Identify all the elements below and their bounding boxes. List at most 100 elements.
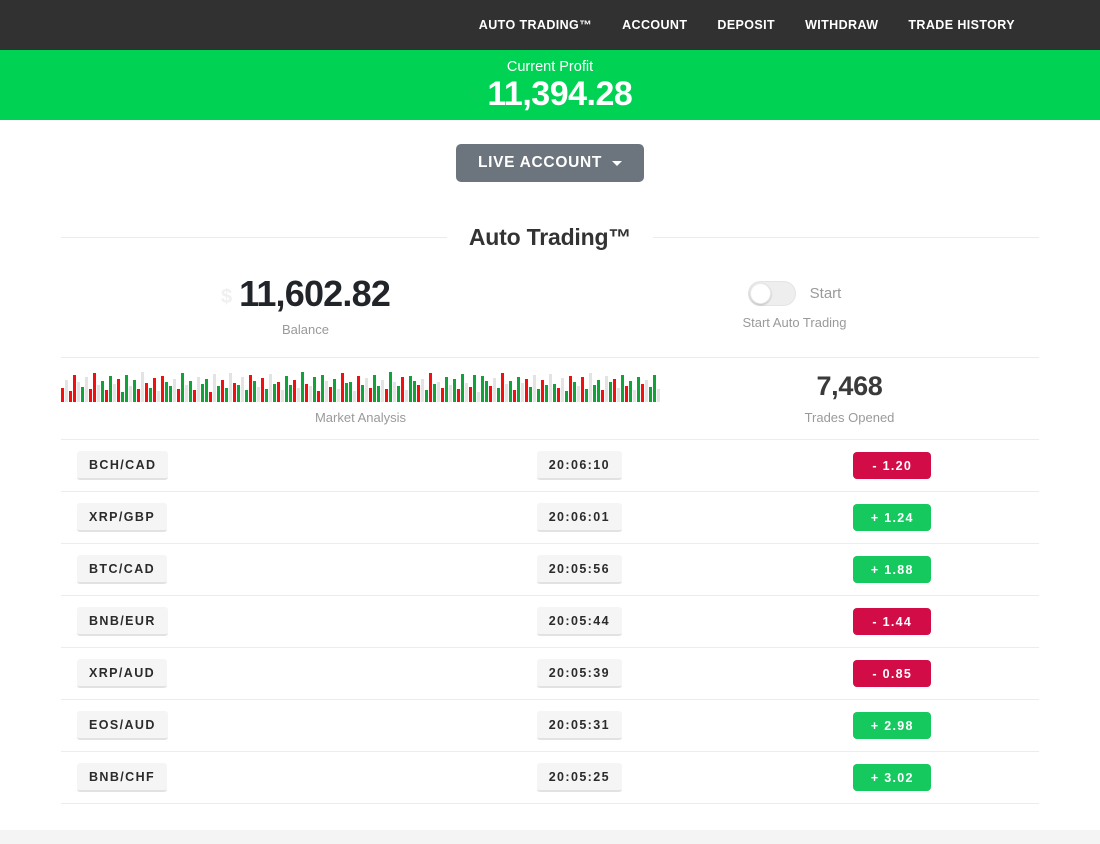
sparkline-bar <box>105 389 108 402</box>
account-selector-row: LIVE ACCOUNT <box>61 120 1039 182</box>
market-analysis-cell: Market Analysis <box>61 371 660 425</box>
sparkline-bar <box>605 375 608 402</box>
sparkline-bar <box>325 380 328 402</box>
trade-time-cell: 20:06:01 <box>413 502 746 532</box>
sparkline-bar <box>457 388 460 402</box>
trade-amount-cell: + 3.02 <box>746 763 1039 791</box>
sparkline-bar <box>333 378 336 402</box>
sparkline-bar <box>649 386 652 402</box>
market-analysis-sparkline <box>61 371 660 402</box>
sparkline-bar <box>557 387 560 402</box>
live-account-label: LIVE ACCOUNT <box>477 154 603 171</box>
sparkline-bar <box>497 387 500 402</box>
trade-time-chip: 20:05:39 <box>536 658 622 688</box>
nav-withdraw[interactable]: WITHDRAW <box>805 18 879 32</box>
trade-pair-chip: BCH/CAD <box>77 450 169 480</box>
trade-time-cell: 20:05:25 <box>413 762 746 792</box>
sparkline-bar <box>357 375 360 402</box>
sparkline-bar <box>185 384 188 402</box>
balance-value: 11,602.82 <box>239 273 391 314</box>
sparkline-bar <box>441 387 444 402</box>
sparkline-bar <box>641 383 644 402</box>
auto-trading-caption: Start Auto Trading <box>742 315 847 331</box>
live-account-dropdown-button[interactable]: LIVE ACCOUNT <box>455 144 645 182</box>
trade-pair-cell: BNB/EUR <box>61 606 413 636</box>
trade-pair-chip: EOS/AUD <box>77 710 168 740</box>
sparkline-bar <box>197 376 200 402</box>
trade-pair-chip: XRP/GBP <box>77 502 168 532</box>
sparkline-bar <box>145 382 148 402</box>
trade-pair-chip: BNB/CHF <box>77 762 168 792</box>
sparkline-bar <box>421 378 424 402</box>
page-container: LIVE ACCOUNT Auto Trading™ $ 11,602.82 B… <box>61 120 1039 804</box>
sparkline-bar <box>501 372 504 402</box>
section-title-row: Auto Trading™ <box>61 224 1039 251</box>
sparkline-bar <box>381 379 384 402</box>
auto-trading-toggle-wrap: Start <box>747 281 841 307</box>
market-analysis-caption: Market Analysis <box>314 409 407 425</box>
sparkline-bar <box>369 387 372 402</box>
sparkline-bar <box>205 378 208 402</box>
sparkline-bar <box>401 376 404 402</box>
sparkline-bar <box>165 381 168 402</box>
sparkline-bar <box>149 387 152 402</box>
sparkline-bar <box>393 381 396 402</box>
nav-deposit[interactable]: DEPOSIT <box>717 18 776 32</box>
table-row[interactable]: BNB/CHF 20:05:25 + 3.02 <box>61 752 1039 804</box>
trade-time-cell: 20:05:44 <box>413 606 746 636</box>
sparkline-bar <box>201 383 204 402</box>
trade-pair-chip: BTC/CAD <box>77 554 168 584</box>
sparkline-bar <box>377 385 380 402</box>
sparkline-bar <box>525 378 528 402</box>
trade-pair-cell: XRP/AUD <box>61 658 413 688</box>
sparkline-bar <box>253 380 256 402</box>
auto-trading-toggle[interactable] <box>747 281 796 307</box>
table-row[interactable]: XRP/GBP 20:06:01 + 1.24 <box>61 492 1039 544</box>
table-row[interactable]: BTC/CAD 20:05:56 + 1.88 <box>61 544 1039 596</box>
sparkline-bar <box>101 380 104 402</box>
table-row[interactable]: BNB/EUR 20:05:44 - 1.44 <box>61 596 1039 648</box>
sparkline-bar <box>69 390 72 402</box>
sparkline-bar <box>577 385 580 402</box>
nav-account[interactable]: ACCOUNT <box>622 18 688 32</box>
sparkline-bar <box>505 383 508 402</box>
current-profit-value: 11,394.28 <box>487 75 633 114</box>
sparkline-bar <box>269 373 272 402</box>
sparkline-bar <box>217 385 220 402</box>
trades-opened-caption: Trades Opened <box>804 409 895 425</box>
trade-time-chip: 20:05:44 <box>536 606 622 636</box>
sparkline-bar <box>133 379 136 402</box>
sparkline-bar <box>581 376 584 402</box>
sparkline-bar <box>453 378 456 402</box>
trade-amount-badge: + 2.98 <box>853 711 932 739</box>
sparkline-bar <box>617 387 620 402</box>
sparkline-bar <box>493 377 496 402</box>
sparkline-bar <box>597 379 600 402</box>
sparkline-bar <box>529 386 532 402</box>
table-row[interactable]: BCH/CAD 20:06:10 - 1.20 <box>61 440 1039 492</box>
sparkline-bar <box>389 371 392 402</box>
trade-time-chip: 20:05:56 <box>536 554 622 584</box>
nav-auto-trading[interactable]: AUTO TRADING™ <box>478 18 593 32</box>
sparkline-bar <box>309 385 312 402</box>
sparkline-bar <box>593 384 596 402</box>
sparkline-bar <box>221 379 224 402</box>
trade-time-chip: 20:06:10 <box>536 450 622 480</box>
sparkline-bar <box>121 391 124 402</box>
table-row[interactable]: XRP/AUD 20:05:39 - 0.85 <box>61 648 1039 700</box>
sparkline-bar <box>301 371 304 402</box>
table-row[interactable]: EOS/AUD 20:05:31 + 2.98 <box>61 700 1039 752</box>
trade-time-cell: 20:05:56 <box>413 554 746 584</box>
sparkline-bar <box>425 389 428 402</box>
sparkline-bar <box>285 375 288 402</box>
sparkline-bar <box>349 381 352 402</box>
sparkline-bar <box>633 389 636 402</box>
currency-symbol: $ <box>467 84 480 108</box>
sparkline-bar <box>565 390 568 402</box>
sparkline-bar <box>637 376 640 402</box>
sparkline-bar <box>573 381 576 402</box>
trade-time-chip: 20:05:25 <box>536 762 622 792</box>
sparkline-bar <box>329 386 332 402</box>
sparkline-bar <box>545 384 548 402</box>
nav-trade-history[interactable]: TRADE HISTORY <box>908 18 1015 32</box>
